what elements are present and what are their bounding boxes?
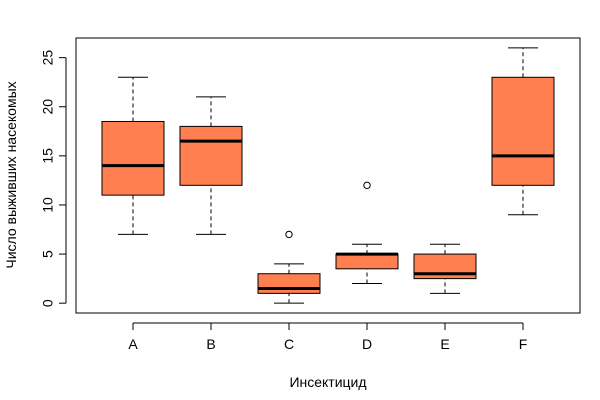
box-C [257,273,321,294]
y-tick-label: 15 [40,148,56,164]
y-axis-label: Число выживших насекомых [3,81,19,268]
y-tick-label: 10 [40,197,56,213]
outlier-point [363,181,371,190]
x-tick-label: A [128,336,138,352]
y-tick-label: 20 [40,99,56,115]
box-F [491,76,555,186]
box-A [101,120,165,196]
y-tick-label: 5 [40,250,56,258]
x-tick-label: D [362,336,372,352]
y-tick-label: 25 [40,50,56,66]
x-tick-label: F [519,336,528,352]
x-tick-label: B [206,336,215,352]
plot-frame [75,37,581,314]
box-B [179,125,243,186]
x-tick-label: C [284,336,294,352]
outlier-point [285,230,293,239]
x-tick-label: E [440,336,449,352]
y-tick-label: 0 [40,299,56,307]
box-D [335,253,399,270]
plot-area: 0 5 10 15 20 25 A B C D E F [40,47,555,352]
x-axis-label: Инсектицид [289,374,366,390]
